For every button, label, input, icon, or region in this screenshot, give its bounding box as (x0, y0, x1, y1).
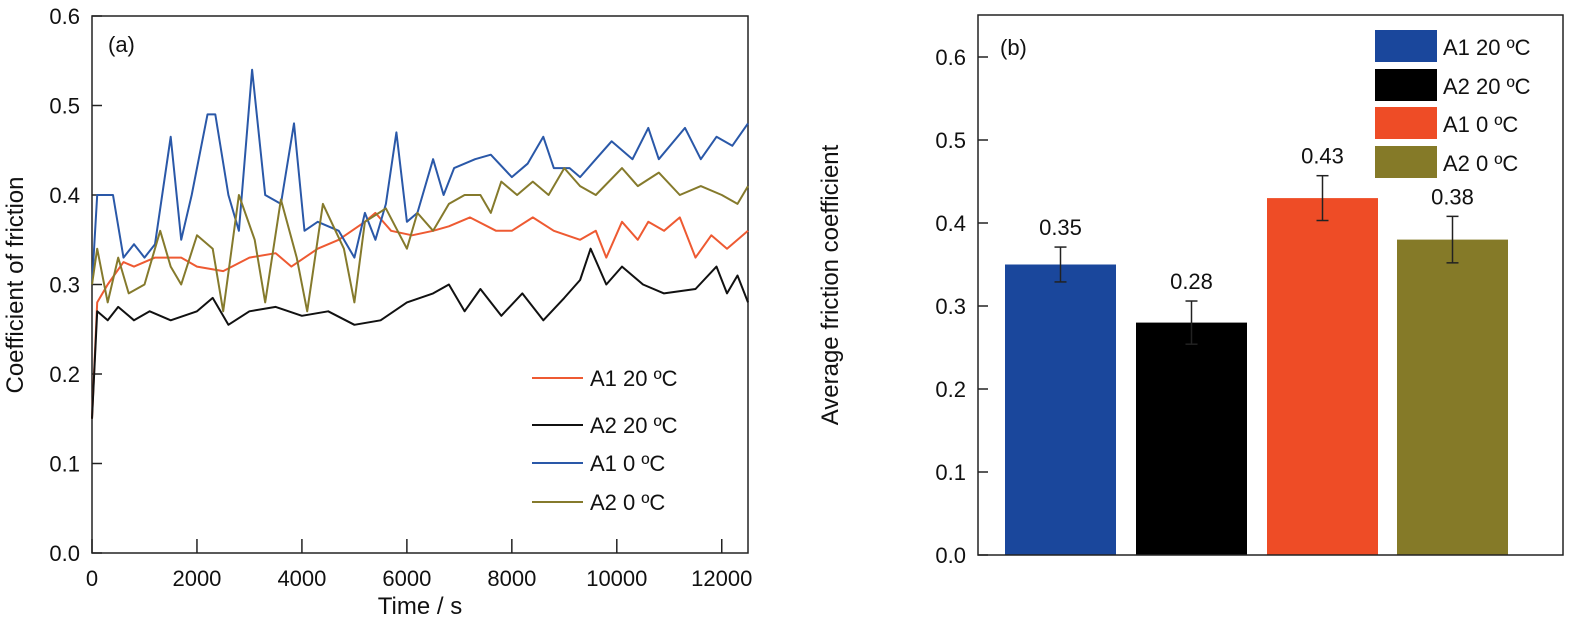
legend-label-a: A1 20 ºC (590, 366, 678, 391)
x-tick-label-a: 4000 (277, 566, 326, 591)
x-tick-label-a: 8000 (487, 566, 536, 591)
plot-frame-b (977, 14, 1564, 556)
y-tick-label-b: 0.1 (935, 460, 966, 485)
y-tick-label-b: 0.3 (935, 294, 966, 319)
y-tick-label-a: 0.6 (49, 4, 80, 29)
legend-label-b: A2 20 ºC (1443, 74, 1531, 99)
series-line-a2-20-c (91, 247, 749, 419)
bar (1397, 239, 1508, 555)
bar-value-label: 0.35 (1039, 215, 1082, 240)
x-tick-label-a: 6000 (382, 566, 431, 591)
bar-value-label: 0.28 (1170, 269, 1213, 294)
y-tick-label-b: 0.4 (935, 211, 966, 236)
legend-swatch-b (1375, 107, 1437, 139)
x-tick-label-a: 10000 (586, 566, 647, 591)
y-tick-label-b: 0.5 (935, 128, 966, 153)
bar-value-label: 0.43 (1301, 144, 1344, 169)
legend-label-b: A1 0 ºC (1443, 112, 1518, 137)
y-tick-label-a: 0.1 (49, 452, 80, 477)
y-tick-label-a: 0.0 (49, 541, 80, 566)
y-tick-label-a: 0.3 (49, 273, 80, 298)
y-tick-label-a: 0.4 (49, 183, 80, 208)
y-axis-label-b: Average friction coefficient (817, 144, 844, 425)
x-tick-label-a: 12000 (691, 566, 752, 591)
legend-swatch-b (1375, 30, 1437, 62)
panel-a-line-chart: 0 2000 4000 6000 8000 10000 12000 0.0 0.1 0.2 0.3 0… (2, 4, 752, 620)
bar (1267, 198, 1378, 555)
bar (1005, 264, 1116, 555)
legend-swatch-b (1375, 146, 1437, 178)
x-tick-label-a: 2000 (172, 566, 221, 591)
panel-label-b-text: (b) (1000, 35, 1027, 60)
series-line-a1-0-c (91, 68, 749, 285)
legend-label-b: A1 20 ºC (1443, 35, 1531, 60)
legend-swatch-b (1375, 69, 1437, 101)
panel-label-a: (a) (108, 32, 135, 57)
x-axis-label-a: Time / s (378, 593, 462, 620)
panel-b-bar-chart: 0.0 0.1 0.2 0.3 0.4 0.5 0.6 0.35 0.28 0.43 0.38 (b… (817, 14, 1564, 568)
legend-label-b: A2 0 ºC (1443, 151, 1518, 176)
series-line-a2-0-c (91, 167, 749, 313)
y-tick-label-b: 0.6 (935, 45, 966, 70)
x-tick-label-a: 0 (86, 566, 98, 591)
legend-label-a: A1 0 ºC (590, 451, 665, 476)
y-tick-label-b: 0.0 (935, 543, 966, 568)
legend-label-a: A2 20 ºC (590, 413, 678, 438)
y-tick-label-b: 0.2 (935, 377, 966, 402)
y-axis-label-a: Coefficient of friction (2, 177, 29, 394)
bar-value-label: 0.38 (1431, 184, 1474, 209)
y-tick-label-a: 0.2 (49, 362, 80, 387)
legend-label-a: A2 0 ºC (590, 490, 665, 515)
bar (1136, 322, 1247, 555)
y-tick-label-a: 0.5 (49, 94, 80, 119)
